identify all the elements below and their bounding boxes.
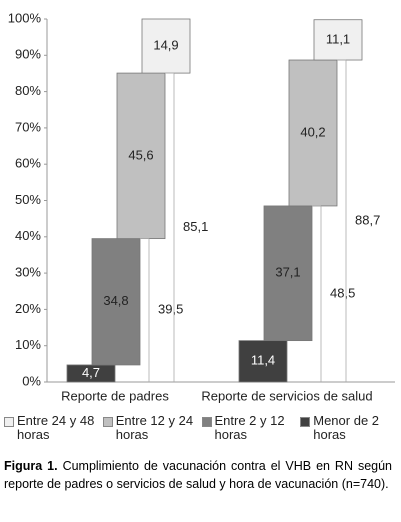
y-tick-label: 50%	[15, 192, 41, 207]
cumulative-label: 88,7	[355, 212, 380, 227]
cumulative-label: 85,1	[183, 219, 208, 234]
y-tick-label: 10%	[15, 337, 41, 352]
value-label: 40,2	[300, 124, 325, 139]
legend-item: Entre 12 y 24 horas	[102, 413, 202, 442]
legend-item: Menor de 2 horas	[300, 414, 399, 442]
caption-label: Figura 1.	[4, 459, 58, 473]
legend-swatch	[4, 417, 14, 427]
y-tick-label: 60%	[15, 156, 41, 171]
legend-swatch	[201, 417, 212, 427]
legend-label: Menor de 2 horas	[313, 413, 380, 442]
bar	[263, 205, 313, 342]
legend-item: Entre 24 y 48 horas	[4, 414, 103, 442]
legend-label: Entre 24 y 48 horas	[17, 413, 95, 442]
y-tick-label: 30%	[15, 265, 41, 280]
y-tick-label: 90%	[15, 47, 41, 62]
legend-label: Entre 2 y 12 horas	[214, 413, 285, 442]
x-tick-label: Reporte de servicios de salud	[201, 388, 372, 403]
y-tick-label: 40%	[15, 228, 41, 243]
caption-text: Cumplimiento de vacunación contra el VHB…	[4, 459, 393, 491]
value-label: 37,1	[275, 265, 300, 280]
y-tick-label: 80%	[15, 83, 41, 98]
legend-swatch	[300, 417, 311, 427]
legend-item: Entre 2 y 12 horas	[201, 413, 301, 442]
legend-label: Entre 12 y 24 horas	[115, 413, 194, 442]
bar	[238, 340, 288, 383]
value-label: 34,8	[103, 293, 128, 308]
cumulative-label: 39,5	[158, 302, 183, 317]
legend-swatch	[102, 417, 113, 427]
bar	[91, 238, 141, 366]
caption: Figura 1. Cumplimiento de vacunación con…	[4, 457, 392, 493]
y-tick-label: 20%	[15, 301, 41, 316]
cumulative-label: 48,5	[330, 285, 355, 300]
legend: Entre 24 y 48 horas Entre 12 y 24 horas En…	[4, 414, 399, 442]
y-tick-label: 0%	[22, 373, 41, 388]
value-label: 4,7	[82, 365, 100, 380]
y-tick-label: 100%	[8, 10, 42, 25]
bar	[313, 19, 363, 61]
value-label: 45,6	[128, 147, 153, 162]
value-label: 11,1	[326, 31, 350, 46]
x-tick-label: Reporte de padres	[61, 388, 169, 403]
value-label: 11,4	[251, 353, 275, 368]
bar	[288, 59, 338, 207]
chart: 0% 10% 20% 30% 40% 50% 60% 70% 80% 90% 100% Reporte…	[8, 10, 395, 403]
bar	[66, 364, 116, 383]
y-tick-label: 70%	[15, 119, 41, 134]
value-label: 14,9	[153, 37, 178, 52]
